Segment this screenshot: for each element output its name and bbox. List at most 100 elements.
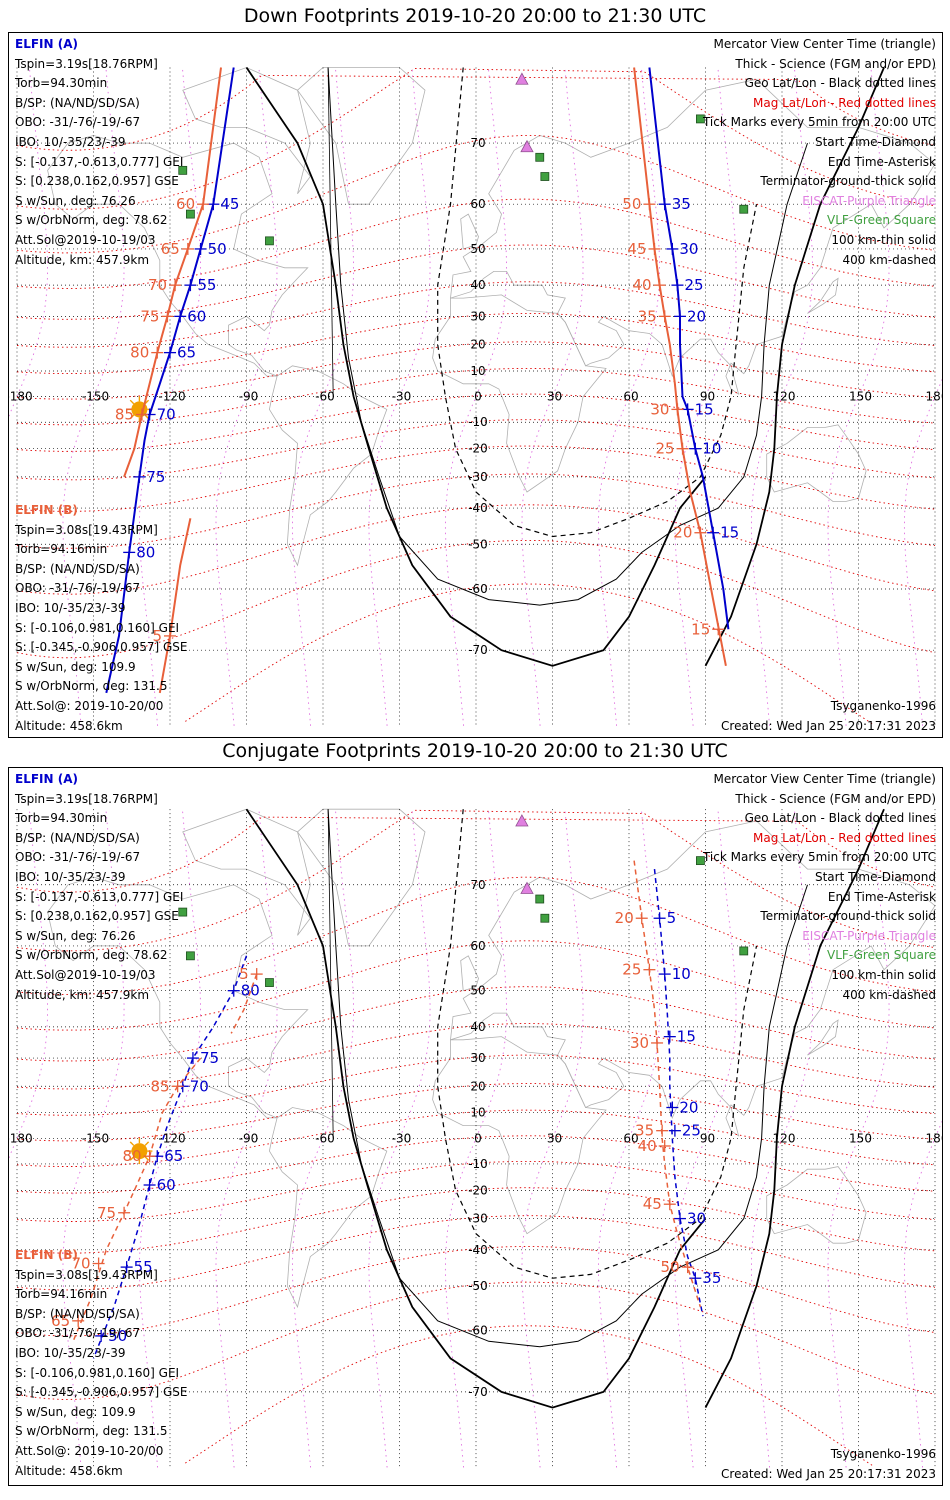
- lat-tick-label: 60: [470, 939, 485, 953]
- terminator-line: [704, 808, 885, 1409]
- mag-latitude: [16, 74, 936, 151]
- vlf-square: [739, 204, 749, 214]
- mag-longitude: [291, 809, 355, 1468]
- mag-latitude: [16, 367, 936, 426]
- lon-tick-label: -30: [392, 390, 412, 404]
- vlf-square: [185, 209, 195, 219]
- tick-label: 35: [638, 307, 657, 325]
- lat-tick-label: -60: [468, 1324, 488, 1338]
- eiscat-triangle: [520, 881, 534, 894]
- vlf-square: [265, 236, 274, 246]
- lon-tick-label: -180: [9, 390, 33, 404]
- geo-grid: [16, 67, 936, 726]
- legend-entry: Tick Marks every 5min from 20:00 UTC: [702, 850, 936, 865]
- tick-label: 20: [615, 909, 634, 927]
- tick-label: 80: [241, 982, 260, 1000]
- legend-entry: VLF-Green Square: [827, 213, 936, 228]
- info-line: S w/Sun, deg: 109.9: [15, 1404, 136, 1419]
- tick-label: 50: [661, 1258, 680, 1276]
- lon-tick-label: 90: [700, 390, 715, 404]
- vlf-square: [540, 913, 550, 923]
- tick-label: 75: [146, 468, 165, 486]
- elfin-a-info: ELFIN (A) Tspin=3.19s[18.76RPM] Torb=94.3…: [15, 35, 183, 270]
- lat-tick-label: -70: [468, 1385, 488, 1399]
- mag-latitude: [16, 1109, 936, 1167]
- info-line: B/SP: (NA/ND/SD/SA): [15, 95, 140, 110]
- track-b: [230, 973, 258, 1034]
- lon-tick-label: 0: [474, 1131, 482, 1145]
- tick-label: 50: [108, 1327, 127, 1345]
- info-line: S: [-0.345,-0.906,0.957] GSE: [15, 1385, 188, 1400]
- sun-ray: [144, 1141, 150, 1146]
- legend-entry: 100 km-thin solid: [831, 232, 936, 247]
- info-line: IBO: 10/-35/23/-39: [15, 134, 126, 149]
- terminator: [245, 66, 885, 667]
- lon-tick-label: 150: [849, 390, 872, 404]
- terminator-line: [437, 67, 758, 538]
- mag-latitude: [16, 816, 936, 893]
- sun-ray: [144, 1156, 150, 1161]
- legend-conj: Mercator View Center Time (triangle) Thic…: [703, 770, 936, 1005]
- track-a: [653, 869, 704, 1317]
- coastline: [807, 1019, 839, 1056]
- info-line: Tspin=3.19s[18.76RPM]: [15, 56, 158, 71]
- coastline: [460, 213, 479, 250]
- mag-longitude: [215, 67, 278, 726]
- tick-label: 45: [220, 195, 239, 213]
- tick-label: 15: [720, 524, 739, 542]
- legend-entry: Thick - Science (FGM and/or EPD): [735, 56, 936, 71]
- mag-latitude: [16, 539, 936, 659]
- mag-longitude: [62, 67, 125, 726]
- lon-tick-label: -180: [9, 1131, 33, 1145]
- info-line: S: [-0.345,-0.906,0.957] GSE: [15, 640, 188, 655]
- lat-tick-label: -50: [468, 1279, 488, 1293]
- mag-latitude: [16, 809, 936, 952]
- tick-label: 5: [667, 909, 677, 927]
- info-line: Att.Sol@2019-10-19/03: [15, 232, 156, 247]
- lon-tick-label: 180: [926, 390, 942, 404]
- terminator-line: [245, 808, 707, 1409]
- lat-tick-label: 10: [470, 1106, 485, 1120]
- lat-tick-label: 30: [470, 309, 485, 323]
- mag-latitude: [16, 1135, 936, 1194]
- tick-label: 30: [679, 240, 698, 258]
- tick-label: 15: [695, 400, 714, 418]
- info-line: IBO: 10/-35/23/-39: [15, 869, 126, 884]
- info-line: S: [0.238,0.162,0.957] GSE: [15, 174, 179, 189]
- coastline: [182, 808, 311, 936]
- vlf-square: [739, 946, 749, 956]
- info-line: S w/Sun, deg: 109.9: [15, 659, 136, 674]
- lon-tick-label: -60: [315, 1131, 335, 1145]
- terminator: [245, 808, 885, 1409]
- info-line: Att.Sol@2019-10-19/03: [15, 967, 156, 982]
- mag-longitude: [291, 67, 355, 726]
- tick-label: 65: [177, 344, 196, 362]
- coastline: [766, 424, 867, 502]
- lat-tick-label: 50: [470, 984, 485, 998]
- coastline: [460, 955, 479, 992]
- mag-latitude: [16, 198, 936, 289]
- mag-longitude: [521, 809, 584, 1468]
- legend-entry: Mercator View Center Time (triangle): [713, 772, 936, 786]
- mag-longitude: [750, 67, 814, 726]
- tick-label: 50: [208, 240, 227, 258]
- track-a: [92, 955, 248, 1359]
- tick-label: 45: [643, 1195, 662, 1213]
- vlf-square: [178, 907, 188, 917]
- vlf-square: [540, 172, 550, 181]
- mag-longitude: [444, 809, 508, 1468]
- tick-label: 70: [190, 1077, 209, 1095]
- info-line: B/SP: (NA/ND/SD/SA): [15, 1306, 140, 1321]
- mag-longitude: [674, 67, 737, 726]
- vlf-square: [185, 951, 195, 961]
- track-b: [123, 67, 222, 478]
- panel-title-conjugate: Conjugate Footprints 2019-10-20 20:00 to…: [222, 740, 728, 762]
- lat-tick-label: 40: [470, 1020, 485, 1034]
- eiscat-triangle: [515, 814, 529, 827]
- info-line: Tspin=3.08s[19.43RPM]: [15, 522, 158, 537]
- elfin-b-name: ELFIN (B): [15, 1248, 78, 1262]
- legend-entry: 400 km-dashed: [842, 252, 936, 267]
- sun-disk: [131, 1143, 148, 1160]
- tick-label: 75: [140, 307, 159, 325]
- sun-icon: [126, 1138, 153, 1165]
